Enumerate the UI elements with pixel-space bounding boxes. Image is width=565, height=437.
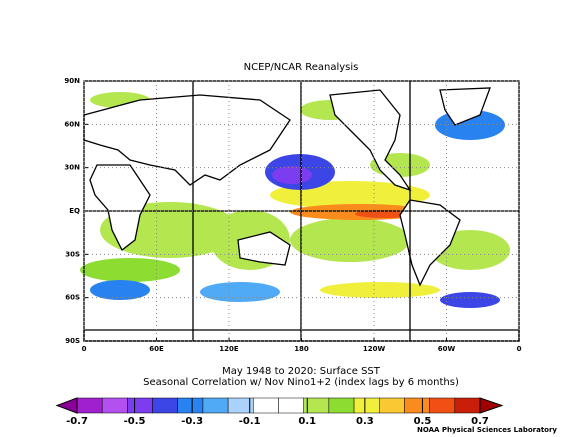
chart-title: NCEP/NCAR Reanalysis bbox=[244, 62, 359, 73]
colorbar-bin bbox=[278, 397, 304, 414]
subtitle: Seasonal Correlation w/ Nov Nino1+2 (ind… bbox=[143, 377, 459, 388]
colorbar-label: -0.5 bbox=[124, 416, 146, 427]
colorbar-end bbox=[479, 397, 504, 414]
y-tick-label: 30S bbox=[65, 250, 80, 258]
colorbar-bin bbox=[127, 397, 153, 414]
colorbar-bin bbox=[76, 397, 103, 414]
colorbar-bin bbox=[328, 397, 355, 414]
x-tick-label: 120W bbox=[363, 345, 386, 353]
colorbar-label: 0.7 bbox=[471, 416, 489, 427]
colorbar-bin bbox=[152, 397, 178, 414]
colorbar-label: 0.5 bbox=[414, 416, 432, 427]
y-tick-label: 30N bbox=[64, 164, 80, 172]
colorbar-bin bbox=[429, 397, 456, 414]
y-tick-label: EQ bbox=[69, 207, 80, 215]
x-tick-label: 0 bbox=[517, 345, 522, 353]
x-tick-label: 60W bbox=[438, 345, 456, 353]
colorbar-bin bbox=[101, 397, 128, 414]
x-tick-label: 0 bbox=[82, 345, 87, 353]
y-tick-label: 60S bbox=[65, 294, 80, 302]
credit: NOAA Physical Sciences Laboratory bbox=[417, 426, 557, 434]
colorbar-label: -0.3 bbox=[181, 416, 203, 427]
colorbar-label: 0.1 bbox=[298, 416, 316, 427]
y-tick-label: 90N bbox=[64, 77, 80, 85]
colorbar-bin bbox=[454, 397, 481, 414]
y-tick-label: 90S bbox=[65, 337, 80, 345]
y-tick-label: 60N bbox=[64, 120, 80, 128]
colorbar-bin bbox=[177, 397, 204, 414]
subtitle: May 1948 to 2020: Surface SST bbox=[222, 366, 381, 377]
colorbar-bin bbox=[404, 397, 430, 414]
x-tick-label: 120E bbox=[219, 345, 239, 353]
colorbar-bin bbox=[202, 397, 229, 414]
colorbar-label: -0.7 bbox=[66, 416, 88, 427]
x-tick-label: 180 bbox=[294, 345, 309, 353]
colorbar-label: -0.1 bbox=[239, 416, 261, 427]
colorbar-bin bbox=[353, 397, 380, 414]
colorbar-bin bbox=[379, 397, 405, 414]
colorbar-bin bbox=[253, 397, 279, 414]
colorbar-end bbox=[55, 397, 78, 414]
colorbar-label: 0.3 bbox=[356, 416, 374, 427]
x-tick-label: 60E bbox=[149, 345, 164, 353]
